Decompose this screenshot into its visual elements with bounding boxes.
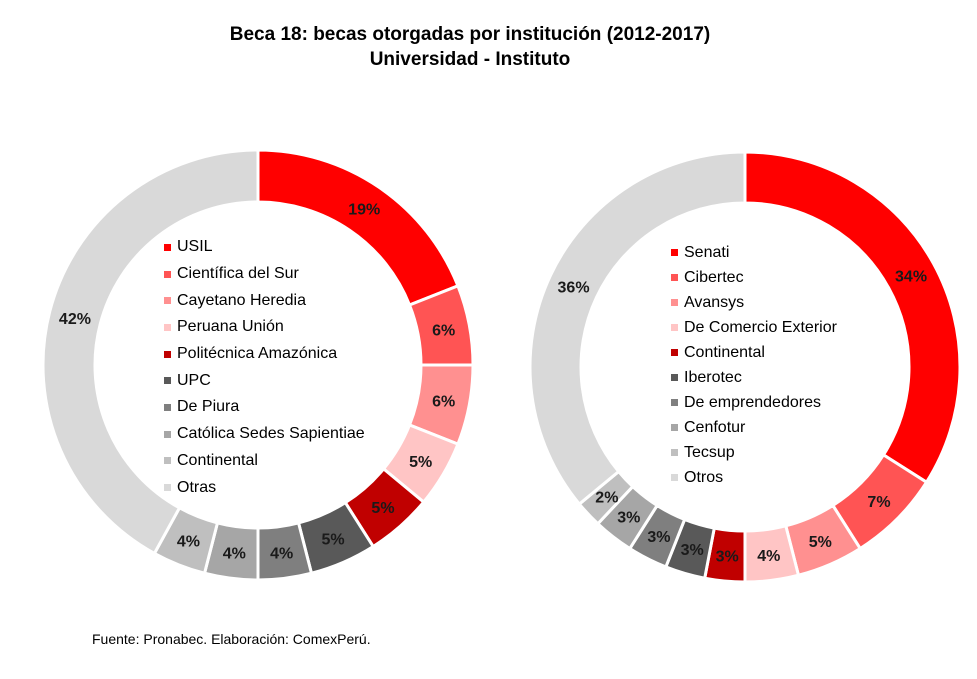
legend-label: De Comercio Exterior bbox=[684, 318, 837, 336]
legend-universidad: USIL Científica del Sur Cayetano Heredia Pe… bbox=[164, 234, 365, 501]
data-label: 4% bbox=[177, 534, 200, 551]
data-label: 3% bbox=[647, 529, 670, 546]
legend-item: Otras bbox=[164, 474, 365, 501]
legend-instituto: Senati Cibertec Avansys De Comercio Exterio… bbox=[671, 240, 837, 490]
legend-swatch bbox=[164, 323, 171, 331]
legend-swatch bbox=[671, 324, 678, 331]
legend-item: De Piura bbox=[164, 394, 365, 421]
legend-item: Iberotec bbox=[671, 365, 837, 390]
legend-item: Politécnica Amazónica bbox=[164, 341, 365, 368]
legend-item: Continental bbox=[164, 448, 365, 475]
data-label: 4% bbox=[223, 546, 246, 563]
legend-item: Tecsup bbox=[671, 440, 837, 465]
legend-label: Politécnica Amazónica bbox=[177, 345, 338, 363]
legend-swatch bbox=[671, 449, 678, 456]
legend-swatch bbox=[164, 270, 171, 278]
legend-label: Cibertec bbox=[684, 268, 744, 286]
data-label: 36% bbox=[558, 279, 590, 296]
legend-item: De emprendedores bbox=[671, 390, 837, 415]
legend-item: Otros bbox=[671, 465, 837, 490]
data-label: 42% bbox=[59, 311, 91, 328]
legend-label: Continental bbox=[684, 343, 765, 361]
data-label: 2% bbox=[595, 490, 618, 507]
legend-label: Iberotec bbox=[684, 368, 742, 386]
legend-label: Otros bbox=[684, 468, 724, 486]
legend-swatch bbox=[164, 484, 171, 492]
legend-label: Continental bbox=[177, 451, 258, 469]
source-note: Fuente: Pronabec. Elaboración: ComexPerú… bbox=[92, 631, 371, 647]
data-label: 5% bbox=[809, 534, 832, 551]
data-label: 3% bbox=[681, 542, 704, 559]
legend-item: Científica del Sur bbox=[164, 261, 365, 288]
legend-label: Católica Sedes Sapientiae bbox=[177, 425, 365, 443]
legend-item: Avansys bbox=[671, 290, 837, 315]
legend-swatch bbox=[164, 430, 171, 438]
legend-item: De Comercio Exterior bbox=[671, 315, 837, 340]
legend-swatch bbox=[164, 457, 171, 465]
chart-subtitle: Universidad - Instituto bbox=[369, 49, 571, 70]
legend-label: Avansys bbox=[684, 293, 745, 311]
legend-label: Otras bbox=[177, 478, 217, 496]
legend-item: Católica Sedes Sapientiae bbox=[164, 421, 365, 448]
data-label: 6% bbox=[432, 393, 455, 410]
legend-item: UPC bbox=[164, 367, 365, 394]
data-label: 34% bbox=[895, 269, 927, 286]
legend-label: De emprendedores bbox=[684, 393, 821, 411]
data-label: 5% bbox=[409, 454, 432, 471]
legend-swatch bbox=[671, 424, 678, 431]
chart-title: Beca 18: becas otorgadas por institución… bbox=[229, 24, 711, 45]
data-label: 5% bbox=[371, 500, 394, 517]
legend-label: Científica del Sur bbox=[177, 265, 299, 283]
data-label: 3% bbox=[716, 549, 739, 566]
data-label: 3% bbox=[617, 510, 640, 527]
legend-label: De Piura bbox=[177, 398, 240, 416]
legend-label: Cayetano Heredia bbox=[177, 291, 306, 309]
legend-item: Cenfotur bbox=[671, 415, 837, 440]
legend-item: Senati bbox=[671, 240, 837, 265]
data-label: 4% bbox=[270, 546, 293, 563]
data-label: 7% bbox=[867, 494, 890, 511]
legend-swatch bbox=[164, 350, 171, 358]
data-label: 4% bbox=[757, 548, 780, 565]
legend-swatch bbox=[671, 474, 678, 481]
legend-item: Continental bbox=[671, 340, 837, 365]
legend-item: USIL bbox=[164, 234, 365, 261]
data-label: 6% bbox=[432, 323, 455, 340]
legend-swatch bbox=[164, 377, 171, 385]
data-label: 5% bbox=[321, 531, 344, 548]
legend-swatch bbox=[671, 349, 678, 356]
legend-label: Cenfotur bbox=[684, 418, 746, 436]
legend-swatch bbox=[671, 249, 678, 256]
legend-label: Peruana Unión bbox=[177, 318, 284, 336]
donut-slice-otras bbox=[41, 148, 260, 556]
legend-swatch bbox=[671, 274, 678, 281]
legend-swatch bbox=[164, 243, 171, 251]
legend-label: USIL bbox=[177, 238, 213, 256]
legend-swatch bbox=[671, 299, 678, 306]
legend-label: UPC bbox=[177, 371, 211, 389]
legend-swatch bbox=[671, 374, 678, 381]
data-label: 19% bbox=[348, 202, 380, 219]
legend-swatch bbox=[671, 399, 678, 406]
legend-swatch bbox=[164, 403, 171, 411]
donut-slice-otros bbox=[528, 150, 747, 507]
legend-swatch bbox=[164, 297, 171, 305]
legend-item: Cibertec bbox=[671, 265, 837, 290]
legend-item: Cayetano Heredia bbox=[164, 287, 365, 314]
legend-label: Senati bbox=[684, 243, 730, 261]
donut-slice-senati bbox=[743, 150, 962, 485]
legend-item: Peruana Unión bbox=[164, 314, 365, 341]
legend-label: Tecsup bbox=[684, 443, 735, 461]
